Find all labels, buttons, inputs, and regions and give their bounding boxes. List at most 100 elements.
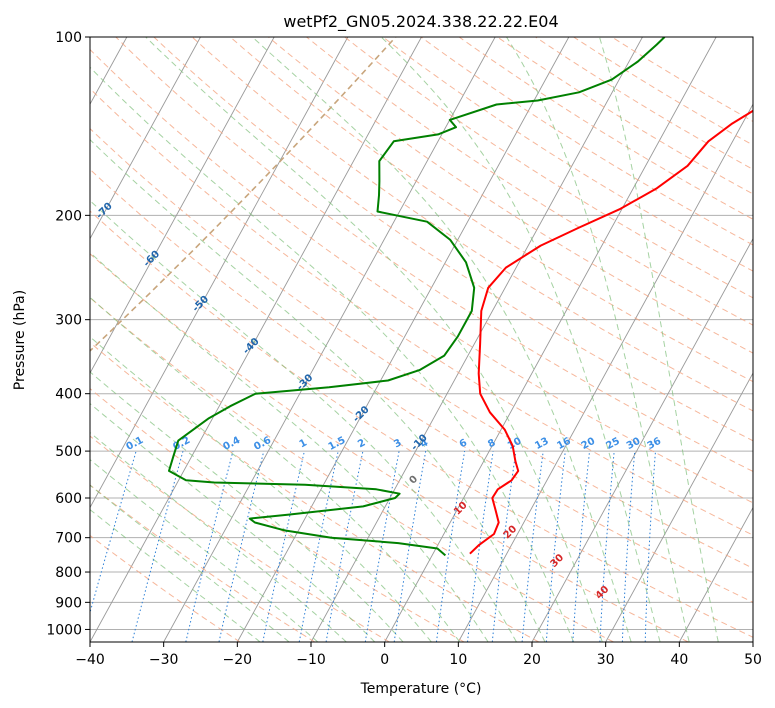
dry-adiabat: [90, 341, 540, 642]
moist-adiabat: [90, 402, 376, 642]
moist-adiabat: [90, 508, 261, 642]
isotherm-line: [384, 37, 717, 642]
mixing-ratio-line: [393, 451, 427, 642]
dry-adiabat: [90, 168, 753, 603]
dry-adiabat: [153, 37, 753, 442]
mixing-ratio-line: [467, 451, 494, 642]
x-tick-label: −10: [296, 652, 326, 668]
boundary-curve: [90, 37, 397, 353]
dry-adiabat: [306, 37, 753, 326]
moist-adiabat: [90, 336, 432, 642]
profile-line-0: [469, 109, 753, 555]
mixing-ratio-label: 13: [533, 436, 550, 452]
y-tick-label: 100: [55, 30, 82, 46]
mixing-ratio-line: [491, 451, 517, 642]
x-tick-label: 50: [744, 652, 762, 668]
moist-adiabat: [90, 251, 489, 642]
dry-adiabat: [90, 253, 689, 642]
dry-adiabat: [382, 37, 753, 272]
x-axis-title: Temperature (°C): [360, 681, 482, 697]
moist-adiabat: [599, 37, 719, 642]
x-axis: −40 −30 −20 −10 0 10 20 30 40 50: [75, 642, 762, 668]
chart-title: wetPf2_GN05.2024.338.22.22.E04: [283, 12, 558, 32]
moist-adiabat: [90, 458, 319, 642]
upper-isotherm-label: 30: [549, 552, 567, 570]
profile-line-1: [168, 37, 666, 557]
isotherm-line: [90, 37, 349, 509]
y-tick-label: 900: [55, 595, 82, 611]
moist-adiabat: [90, 371, 404, 642]
mixing-ratio-line: [325, 451, 364, 642]
mixing-ratio-line: [521, 451, 544, 642]
isotherm-label: -20: [351, 404, 372, 425]
moist-adiabat: [90, 484, 290, 642]
y-tick-label: 400: [55, 387, 82, 403]
mixing-ratio-line: [262, 450, 305, 642]
isotherm-label: -80: [44, 158, 65, 179]
mixing-ratio-line: [364, 451, 400, 642]
dry-adiabat: [90, 210, 753, 638]
background-lines: [90, 37, 753, 642]
isotherm-line: [531, 237, 753, 642]
x-tick-label: 10: [449, 652, 467, 668]
mixing-ratio-line: [599, 451, 615, 642]
isotherm-label: -60: [142, 249, 163, 270]
isotherm-line: [457, 103, 753, 642]
moist-adiabat: [90, 138, 546, 642]
mixing-ratio-label: 4: [419, 437, 430, 450]
dry-adiabat: [90, 296, 614, 642]
dry-adiabat: [497, 37, 753, 195]
isotherm-line: [310, 37, 643, 642]
moist-adiabat: [90, 296, 461, 642]
mixing-ratio-label: 1: [298, 437, 309, 450]
isotherm-line: [90, 37, 275, 375]
mixing-ratio-line: [218, 450, 265, 642]
y-axis: 100 200 300 400 500 600 700 800 900 1000: [46, 30, 90, 638]
isotherm-label: -90: [0, 110, 17, 131]
mixing-ratio-label: 0.4: [221, 435, 242, 453]
dry-adiabat: [90, 387, 465, 642]
y-tick-label: 500: [55, 444, 82, 460]
dry-adiabat: [535, 37, 753, 170]
mixing-ratio-label: 25: [604, 436, 621, 452]
mixing-ratio-label: 3: [392, 437, 403, 450]
x-tick-label: 30: [597, 652, 615, 668]
isotherm-label: -10: [409, 433, 430, 454]
mixing-ratio-line: [435, 451, 466, 642]
isotherm-line: [90, 37, 201, 240]
y-tick-label: 300: [55, 313, 82, 329]
dry-adiabat: [573, 37, 753, 146]
upper-isotherm-label: 40: [594, 584, 612, 602]
isotherm-line: [605, 372, 753, 642]
x-tick-label: 40: [670, 652, 688, 668]
plot-frame: [89, 36, 754, 643]
mixing-ratio-label: 36: [646, 436, 663, 452]
x-tick-label: 0: [380, 652, 389, 668]
dry-adiabat: [90, 435, 390, 642]
mixing-ratio-line: [644, 451, 656, 642]
y-tick-label: 600: [55, 491, 82, 507]
mixing-ratio-line: [545, 451, 566, 642]
dry-adiabat: [115, 37, 753, 473]
dry-adiabat: [90, 534, 241, 642]
mixing-ratio-line: [298, 450, 339, 642]
mixing-ratio-label: 30: [625, 436, 642, 452]
x-tick-label: −40: [75, 652, 105, 668]
dry-adiabat: [344, 37, 753, 299]
isotherm-line: [678, 506, 753, 642]
moist-adiabat: [506, 37, 690, 642]
y-tick-label: 1000: [46, 622, 82, 638]
moist-adiabat: [380, 37, 661, 642]
isotherm-line: [90, 37, 422, 642]
profile-series: [168, 37, 753, 557]
mixing-ratio-line: [185, 450, 234, 642]
y-tick-label: 700: [55, 531, 82, 547]
y-axis-title: Pressure (hPa): [12, 290, 28, 390]
moist-adiabat: [145, 37, 603, 642]
dry-adiabat: [420, 37, 753, 246]
y-tick-label: 200: [55, 208, 82, 224]
isotherm-line: [236, 37, 570, 642]
isotherm-line: [752, 641, 753, 642]
x-tick-label: 20: [523, 652, 541, 668]
mixing-ratio-label: 6: [458, 437, 469, 450]
